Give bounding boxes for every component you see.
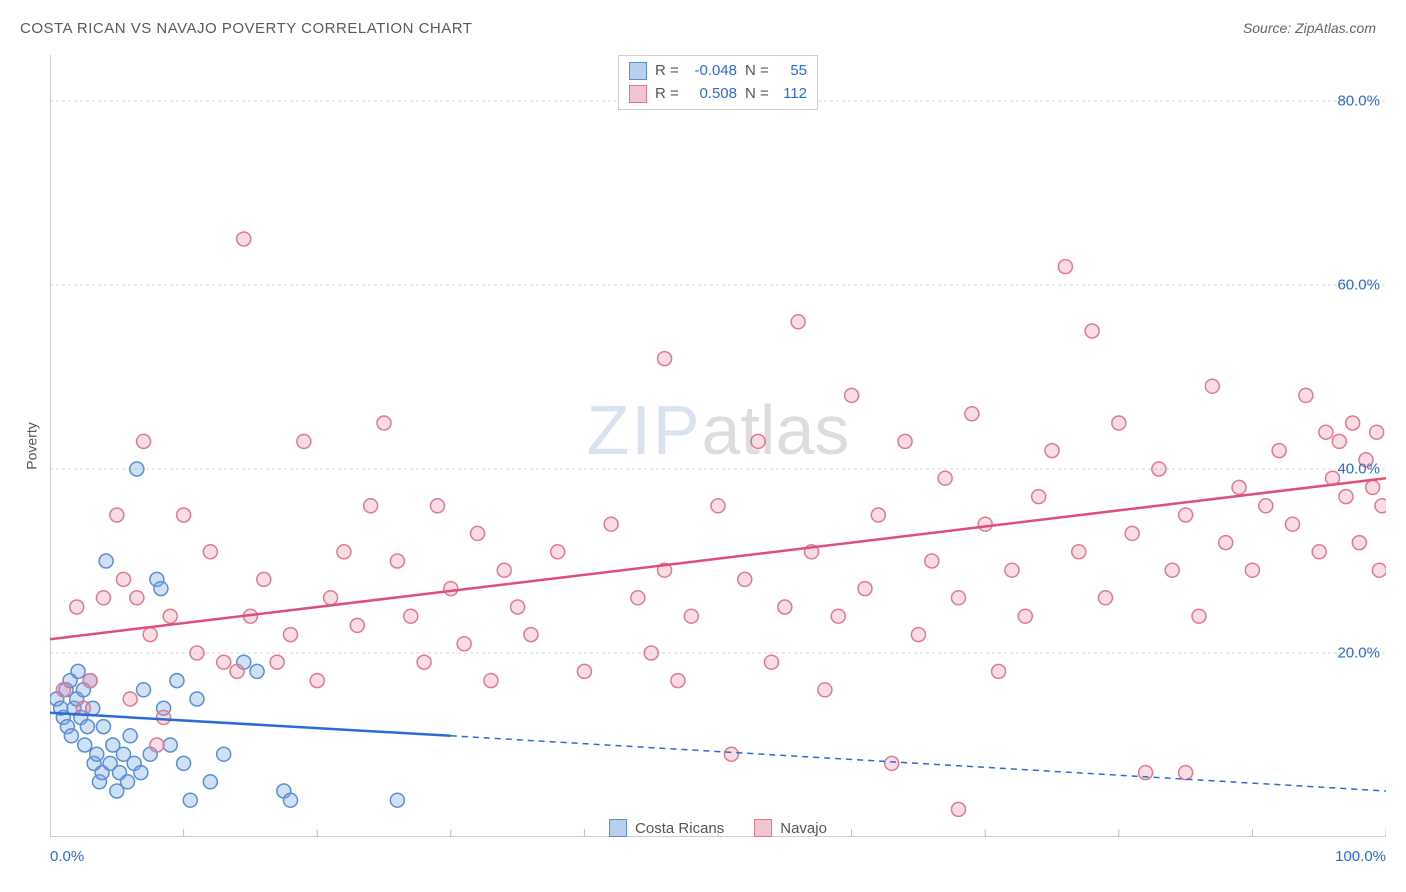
legend-series-name-2: Navajo bbox=[780, 820, 827, 837]
n-value-2: 112 bbox=[777, 83, 807, 106]
y-tick-label: 40.0% bbox=[1337, 461, 1380, 478]
legend-stats: R = -0.048 N = 55 R = 0.508 N = 112 bbox=[618, 55, 818, 110]
scatter-plot-svg bbox=[50, 55, 1386, 837]
legend-series: Costa Ricans Navajo bbox=[609, 819, 827, 837]
plot-area: R = -0.048 N = 55 R = 0.508 N = 112 ZIPa… bbox=[50, 55, 1386, 837]
r-label-1: R = bbox=[655, 60, 679, 83]
legend-stats-row-1: R = -0.048 N = 55 bbox=[629, 60, 807, 83]
source-attribution: Source: ZipAtlas.com bbox=[1243, 20, 1376, 36]
legend-swatch-1 bbox=[629, 62, 647, 80]
y-tick-label: 20.0% bbox=[1337, 645, 1380, 662]
r-value-2: 0.508 bbox=[687, 83, 737, 106]
legend-stats-row-2: R = 0.508 N = 112 bbox=[629, 83, 807, 106]
legend-item-2: Navajo bbox=[754, 819, 827, 837]
legend-bottom-swatch-1 bbox=[609, 819, 627, 837]
chart-title: COSTA RICAN VS NAVAJO POVERTY CORRELATIO… bbox=[20, 20, 472, 37]
chart-container: COSTA RICAN VS NAVAJO POVERTY CORRELATIO… bbox=[0, 0, 1406, 892]
y-axis-label: Poverty bbox=[24, 422, 40, 469]
legend-swatch-2 bbox=[629, 85, 647, 103]
source-link[interactable]: ZipAtlas.com bbox=[1295, 20, 1376, 36]
n-label-2: N = bbox=[745, 83, 769, 106]
n-label-1: N = bbox=[745, 60, 769, 83]
n-value-1: 55 bbox=[777, 60, 807, 83]
x-tick-label: 0.0% bbox=[50, 848, 84, 865]
y-tick-label: 60.0% bbox=[1337, 277, 1380, 294]
source-prefix: Source: bbox=[1243, 20, 1295, 36]
r-value-1: -0.048 bbox=[687, 60, 737, 83]
legend-series-name-1: Costa Ricans bbox=[635, 820, 724, 837]
y-tick-label: 80.0% bbox=[1337, 93, 1380, 110]
legend-bottom-swatch-2 bbox=[754, 819, 772, 837]
r-label-2: R = bbox=[655, 83, 679, 106]
x-tick-label: 100.0% bbox=[1335, 848, 1386, 865]
legend-item-1: Costa Ricans bbox=[609, 819, 724, 837]
